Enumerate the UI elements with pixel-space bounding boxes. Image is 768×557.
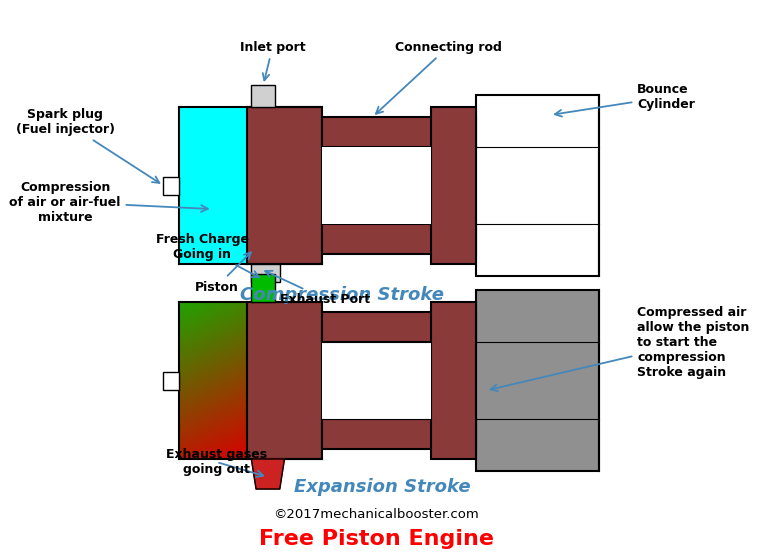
Bar [323, 342, 431, 419]
Text: Spark plug
(Fuel injector): Spark plug (Fuel injector) [15, 108, 160, 183]
Text: ©2017mechanicalbooster.com: ©2017mechanicalbooster.com [273, 509, 479, 521]
Bar [251, 264, 280, 282]
Bar [164, 177, 178, 194]
Text: Piston: Piston [194, 252, 251, 294]
Text: Compressed air
allow the piston
to start the
compression
Stroke again: Compressed air allow the piston to start… [491, 305, 750, 391]
Text: Inlet port: Inlet port [240, 41, 306, 80]
Bar [431, 302, 476, 459]
Text: Compression
of air or air-fuel
mixture: Compression of air or air-fuel mixture [9, 180, 208, 223]
Bar [476, 95, 599, 276]
Text: Connecting rod: Connecting rod [376, 41, 502, 114]
Text: Free Piston Engine: Free Piston Engine [259, 529, 494, 549]
Bar [323, 224, 476, 254]
Text: Exhaust gases
going out: Exhaust gases going out [166, 448, 267, 477]
Bar [164, 372, 178, 389]
Bar [251, 274, 275, 302]
Bar [476, 290, 599, 471]
Text: Compression Stroke: Compression Stroke [240, 286, 444, 304]
Bar [247, 107, 323, 264]
Bar [431, 107, 476, 264]
Text: Bounce
Cylinder: Bounce Cylinder [555, 83, 695, 116]
Bar [178, 107, 247, 264]
Text: Fresh Charge
Going in: Fresh Charge Going in [156, 233, 259, 277]
Bar [323, 419, 476, 449]
Bar [323, 117, 476, 147]
Bar [251, 85, 275, 107]
Text: Exhaust Port: Exhaust Port [265, 271, 370, 305]
Polygon shape [251, 459, 284, 489]
Bar [323, 312, 476, 342]
Bar [323, 147, 431, 224]
Text: Expansion Stroke: Expansion Stroke [293, 478, 470, 496]
Bar [247, 302, 323, 459]
